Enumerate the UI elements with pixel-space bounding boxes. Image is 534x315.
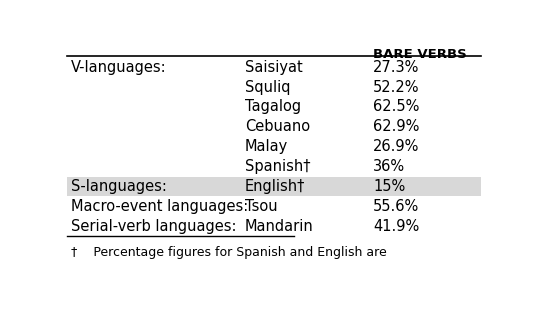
Text: 15%: 15% xyxy=(373,179,405,194)
Text: V-languages:: V-languages: xyxy=(71,60,167,75)
Text: 26.9%: 26.9% xyxy=(373,139,419,154)
Text: BARE VERBS: BARE VERBS xyxy=(373,48,467,60)
Text: English†: English† xyxy=(245,179,305,194)
Text: Squliq: Squliq xyxy=(245,80,290,94)
Text: Spanish†: Spanish† xyxy=(245,159,310,174)
Text: Mandarin: Mandarin xyxy=(245,219,313,234)
Text: 41.9%: 41.9% xyxy=(373,219,419,234)
Text: 36%: 36% xyxy=(373,159,405,174)
Text: S-languages:: S-languages: xyxy=(71,179,167,194)
Bar xyxy=(67,176,481,197)
Text: Macro-event languages:: Macro-event languages: xyxy=(71,199,248,214)
Text: Serial-verb languages:: Serial-verb languages: xyxy=(71,219,237,234)
Text: Tagalog: Tagalog xyxy=(245,100,301,114)
Text: 52.2%: 52.2% xyxy=(373,80,420,94)
Text: 55.6%: 55.6% xyxy=(373,199,419,214)
Text: 27.3%: 27.3% xyxy=(373,60,419,75)
Text: Malay: Malay xyxy=(245,139,288,154)
Text: †    Percentage figures for Spanish and English are: † Percentage figures for Spanish and Eng… xyxy=(71,246,387,259)
Text: 62.9%: 62.9% xyxy=(373,119,419,134)
Text: Tsou: Tsou xyxy=(245,199,277,214)
Text: Saisiyat: Saisiyat xyxy=(245,60,302,75)
Text: 62.5%: 62.5% xyxy=(373,100,419,114)
Text: Cebuano: Cebuano xyxy=(245,119,310,134)
